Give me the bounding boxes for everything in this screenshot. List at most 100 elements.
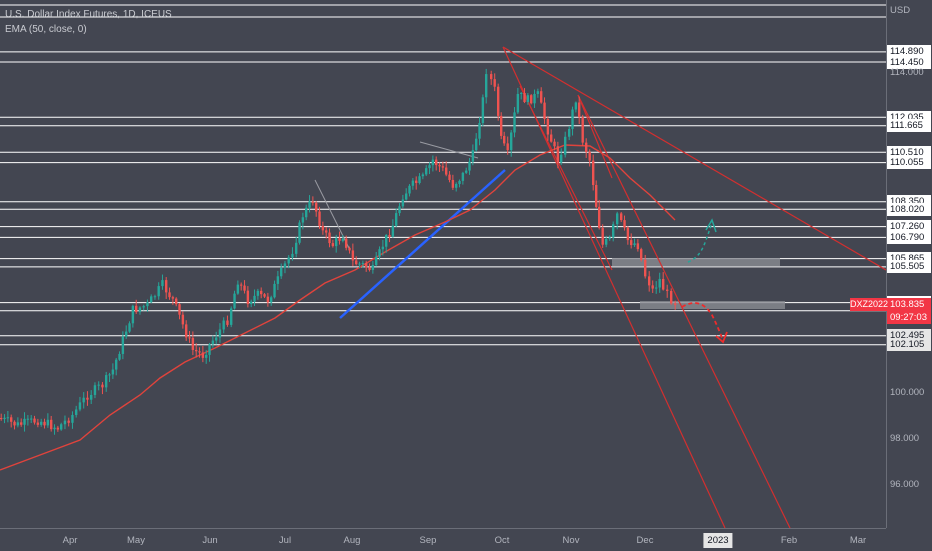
candle-body[interactable] <box>108 374 111 376</box>
candle-body[interactable] <box>513 112 516 133</box>
candle-body[interactable] <box>250 301 253 305</box>
candle-body[interactable] <box>0 418 3 420</box>
candle-body[interactable] <box>503 135 506 144</box>
candle-body[interactable] <box>438 165 441 167</box>
ema-indicator-label[interactable]: EMA (50, close, 0) <box>5 24 87 35</box>
candle-body[interactable] <box>516 93 520 113</box>
candle-body[interactable] <box>60 424 63 430</box>
candle-body[interactable] <box>230 308 233 325</box>
candle-body[interactable] <box>435 159 438 166</box>
candle-body[interactable] <box>530 95 533 104</box>
candle-body[interactable] <box>318 211 321 226</box>
candle-body[interactable] <box>670 290 673 304</box>
candle-body[interactable] <box>425 168 428 175</box>
bearish-path-arrow[interactable] <box>681 302 723 339</box>
candle-body[interactable] <box>630 240 633 246</box>
candle-body[interactable] <box>311 201 315 203</box>
candle-body[interactable] <box>626 227 630 241</box>
candle-body[interactable] <box>287 257 290 264</box>
candle-body[interactable] <box>365 263 368 268</box>
candle-body[interactable] <box>612 224 615 238</box>
candle-body[interactable] <box>298 222 301 243</box>
channel-stub-line[interactable] <box>577 94 613 179</box>
candle-body[interactable] <box>115 359 118 370</box>
candle-body[interactable] <box>560 154 563 163</box>
candle-body[interactable] <box>195 349 198 352</box>
candle-body[interactable] <box>295 242 298 254</box>
candle-body[interactable] <box>640 249 643 260</box>
candle-body[interactable] <box>592 160 595 186</box>
candle-body[interactable] <box>526 95 530 103</box>
candle-body[interactable] <box>236 284 240 294</box>
resistance-zone[interactable] <box>612 258 780 266</box>
candle-body[interactable] <box>431 159 435 166</box>
candle-body[interactable] <box>168 292 171 298</box>
candle-body[interactable] <box>97 384 100 386</box>
candle-body[interactable] <box>595 185 598 207</box>
candle-body[interactable] <box>585 142 588 153</box>
candle-body[interactable] <box>674 303 677 305</box>
candle-body[interactable] <box>78 402 82 410</box>
candle-body[interactable] <box>662 278 665 290</box>
candle-body[interactable] <box>620 213 623 221</box>
candle-body[interactable] <box>71 414 74 423</box>
candle-body[interactable] <box>191 337 195 350</box>
candle-body[interactable] <box>520 93 523 95</box>
candle-body[interactable] <box>571 109 574 129</box>
candle-body[interactable] <box>574 102 578 110</box>
candle-body[interactable] <box>75 409 78 415</box>
candle-body[interactable] <box>415 180 418 183</box>
candle-body[interactable] <box>348 247 351 251</box>
time-axis[interactable]: Apr May Jun Jul Aug Sep Oct Nov Dec 2023 Feb Mar <box>0 528 886 551</box>
candle-body[interactable] <box>633 243 636 246</box>
price-chart-plot[interactable] <box>0 0 886 528</box>
candle-body[interactable] <box>371 265 375 270</box>
candle-body[interactable] <box>581 117 584 143</box>
channel-inner-line[interactable] <box>519 85 613 271</box>
candle-body[interactable] <box>325 230 328 233</box>
candle-body[interactable] <box>153 296 157 298</box>
candle-body[interactable] <box>648 276 651 286</box>
candle-body[interactable] <box>40 421 43 425</box>
candle-body[interactable] <box>125 331 128 337</box>
candle-body[interactable] <box>553 141 556 147</box>
candle-body[interactable] <box>465 170 468 173</box>
candle-body[interactable] <box>101 384 104 388</box>
candle-body[interactable] <box>490 74 493 80</box>
candle-body[interactable] <box>46 419 50 426</box>
candle-body[interactable] <box>188 337 191 339</box>
candle-body[interactable] <box>588 152 591 161</box>
candle-body[interactable] <box>608 237 611 239</box>
candle-body[interactable] <box>418 176 421 183</box>
candle-body[interactable] <box>546 118 550 135</box>
candle-body[interactable] <box>361 263 365 265</box>
candle-body[interactable] <box>43 421 46 426</box>
candle-body[interactable] <box>226 320 229 325</box>
candle-body[interactable] <box>368 267 371 270</box>
candle-body[interactable] <box>497 86 500 116</box>
candle-body[interactable] <box>468 161 471 171</box>
candle-body[interactable] <box>578 102 581 118</box>
candle-body[interactable] <box>215 337 218 341</box>
candle-body[interactable] <box>321 225 325 231</box>
candle-body[interactable] <box>240 284 243 286</box>
channel-upper-line[interactable] <box>502 46 886 271</box>
candle-body[interactable] <box>233 293 236 309</box>
candle-body[interactable] <box>651 285 654 289</box>
candle-body[interactable] <box>260 290 263 295</box>
candle-body[interactable] <box>273 283 276 298</box>
candle-body[interactable] <box>205 354 208 358</box>
gray-trendline-2[interactable] <box>314 179 351 251</box>
candle-body[interactable] <box>305 207 308 218</box>
candle-body[interactable] <box>388 235 391 237</box>
candle-body[interactable] <box>381 246 385 250</box>
candle-body[interactable] <box>86 397 89 400</box>
candle-body[interactable] <box>243 285 246 291</box>
candle-body[interactable] <box>564 136 567 155</box>
candle-body[interactable] <box>181 314 185 325</box>
candle-body[interactable] <box>150 296 153 303</box>
candle-body[interactable] <box>291 253 294 258</box>
candle-body[interactable] <box>375 256 378 266</box>
candle-body[interactable] <box>135 305 138 313</box>
